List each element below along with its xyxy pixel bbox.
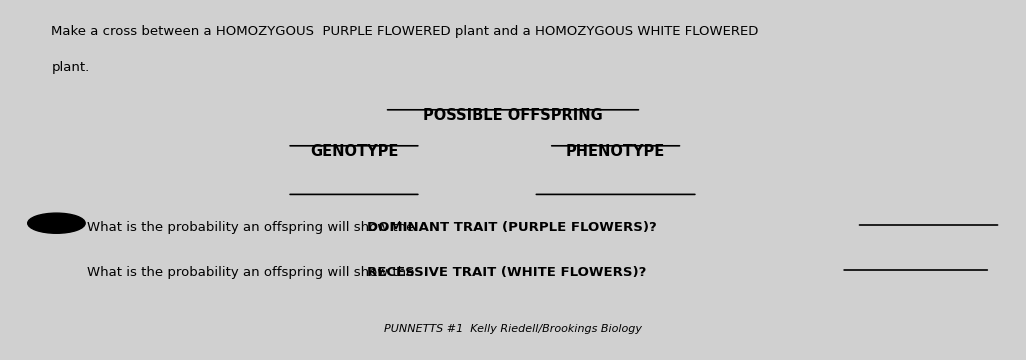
Text: plant.: plant. xyxy=(51,61,89,74)
Text: What is the probability an offspring will show the: What is the probability an offspring wil… xyxy=(87,266,419,279)
Circle shape xyxy=(28,213,85,233)
Text: DOMINANT TRAIT (PURPLE FLOWERS)?: DOMINANT TRAIT (PURPLE FLOWERS)? xyxy=(367,221,657,234)
Text: PUNNETTS #1  Kelly Riedell/Brookings Biology: PUNNETTS #1 Kelly Riedell/Brookings Biol… xyxy=(384,324,642,334)
Text: GENOTYPE: GENOTYPE xyxy=(310,144,398,159)
Text: POSSIBLE OFFSPRING: POSSIBLE OFFSPRING xyxy=(423,108,603,123)
Text: PHENOTYPE: PHENOTYPE xyxy=(566,144,665,159)
Text: What is the probability an offspring will show the: What is the probability an offspring wil… xyxy=(87,221,419,234)
Text: Make a cross between a HOMOZYGOUS  PURPLE FLOWERED plant and a HOMOZYGOUS WHITE : Make a cross between a HOMOZYGOUS PURPLE… xyxy=(51,25,758,38)
Text: RECESSIVE TRAIT (WHITE FLOWERS)?: RECESSIVE TRAIT (WHITE FLOWERS)? xyxy=(367,266,646,279)
